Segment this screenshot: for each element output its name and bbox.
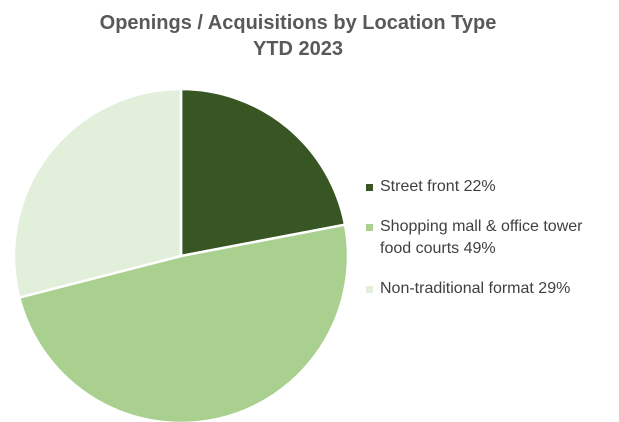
legend-swatch <box>366 224 373 231</box>
legend-label: Shopping mall & office tower food courts <box>380 218 583 257</box>
pie-slice <box>17 223 350 422</box>
legend-value: 22% <box>463 178 496 195</box>
legend: Street front 22% Shopping mall & office t… <box>366 176 602 318</box>
legend-value: 49% <box>463 240 496 257</box>
chart-title: Openings / Acquisitions by Location Type <box>100 12 497 34</box>
legend-swatch <box>366 286 373 293</box>
legend-entry: Shopping mall & office tower food courts… <box>366 216 602 260</box>
legend-entry: Non-traditional format 29% <box>366 278 602 300</box>
legend-label: Street front <box>380 178 460 195</box>
legend-entry: Street front 22% <box>366 176 602 198</box>
legend-swatch <box>366 184 373 191</box>
legend-value: 29% <box>538 280 571 297</box>
legend-label: Non-traditional format <box>380 280 534 297</box>
pie-slice <box>12 87 183 300</box>
pie-slice <box>179 87 347 258</box>
chart-subtitle: YTD 2023 <box>253 38 343 60</box>
